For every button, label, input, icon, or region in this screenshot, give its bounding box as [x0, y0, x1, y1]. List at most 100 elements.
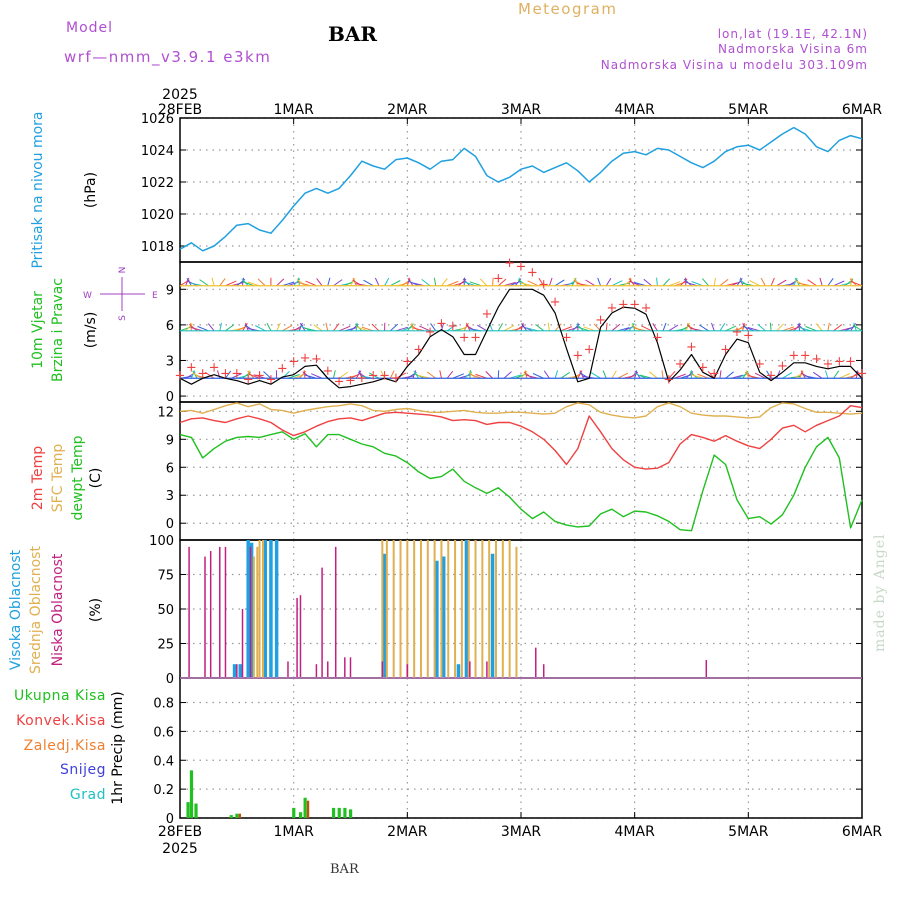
wind-gust-marker: +	[720, 343, 731, 358]
wind-barb	[744, 371, 755, 379]
wind-barb	[611, 280, 623, 287]
wind-barb	[263, 371, 272, 379]
wind-barb	[776, 279, 787, 287]
total-rain-bar	[349, 809, 353, 818]
wind-gust-marker: +	[754, 357, 765, 372]
wind-barb	[611, 370, 617, 379]
y-tick-label: 1022	[141, 176, 174, 191]
wind-barb	[766, 370, 772, 379]
wind-gust-marker: +	[459, 331, 470, 346]
wind-barb	[332, 370, 336, 379]
wind-barb	[770, 277, 775, 286]
wind-barb	[805, 326, 817, 332]
wind-barb	[497, 278, 507, 287]
wind-gust-marker: +	[402, 354, 413, 369]
wind-gust-marker: +	[766, 369, 777, 384]
convective-rain-bar	[238, 813, 242, 818]
location-coordinates: lon,lat (19.1E, 42.1N)	[717, 27, 868, 41]
y-tick-label: 50	[157, 603, 174, 618]
wind-barb	[211, 277, 215, 286]
wind-barb	[852, 324, 863, 332]
model-name: wrf—nmm_v3.9.1 e3km	[64, 48, 272, 66]
precip-legend-entry: Zaledj.Kisa	[24, 738, 106, 754]
wind-barb	[469, 373, 482, 379]
wind-gust-marker: +	[834, 354, 845, 369]
wind-barb	[463, 322, 469, 332]
wind-gust-marker: +	[550, 295, 561, 310]
wind-barb	[225, 324, 235, 332]
wind-barb	[412, 370, 417, 379]
pressure-axis-unit: (hPa)	[83, 172, 99, 208]
wind-barb	[371, 323, 380, 332]
wind-barb	[503, 325, 515, 332]
wind-gust-marker: +	[572, 349, 583, 364]
wind-barb	[583, 326, 596, 332]
wind-gust-marker: +	[606, 301, 617, 316]
wind-barb	[547, 322, 550, 331]
wind-barb	[350, 277, 356, 286]
wind-barb	[452, 373, 464, 379]
precip-legend-entry: Grad	[70, 787, 106, 803]
wind-gust-marker: +	[311, 352, 322, 367]
wind-gust-marker: +	[356, 371, 367, 386]
wind-gust-marker: +	[277, 362, 288, 377]
wind-barb	[554, 279, 565, 287]
total-rain-bar	[298, 812, 303, 818]
y-tick-label: 3	[166, 489, 174, 504]
wind-barb	[590, 372, 601, 379]
wind-barb	[355, 370, 362, 379]
wind-barb	[469, 281, 482, 287]
precip-legend-entry: Snijeg	[60, 762, 106, 778]
wind-barb	[605, 322, 608, 331]
total-rain-bar	[235, 813, 239, 818]
wind-barb	[230, 373, 243, 379]
wind-barb	[697, 373, 709, 379]
wind-barb	[745, 370, 749, 379]
wind-gust-marker: +	[447, 319, 458, 334]
wind-barb	[361, 326, 374, 332]
wind-barb	[812, 371, 823, 379]
y-tick-label: 6	[166, 319, 174, 334]
wind-gust-marker: +	[322, 364, 333, 379]
x-tick-label-top: 4MAR	[615, 102, 656, 118]
wind-barb	[807, 279, 817, 287]
wind-speed-line	[179, 288, 863, 389]
wind-gust-marker: +	[788, 349, 799, 364]
wind-barb	[573, 279, 584, 287]
wind-barb	[702, 278, 709, 287]
wind-barb	[479, 278, 488, 287]
x-tick-label-top: 2MAR	[387, 102, 428, 118]
wind-gust-marker: +	[800, 349, 811, 364]
precip-axis-unit: 1hr Precip (mm)	[110, 691, 126, 804]
wind-gust-marker: +	[595, 313, 606, 328]
wind-barb	[384, 277, 390, 286]
wind-barb	[389, 370, 395, 379]
wind-barb	[390, 280, 401, 287]
mid-cloud-axis-title: Srednja Oblacnost	[28, 546, 44, 674]
wind-gust-marker: +	[254, 369, 265, 384]
wind-barb	[749, 280, 760, 287]
wind-gust-marker: +	[345, 373, 356, 388]
model-elevation: Nadmorska Visina u modelu 303.109m	[600, 58, 868, 72]
pressure-line	[179, 126, 863, 252]
wind-barb	[782, 326, 794, 332]
wind-barb	[446, 324, 457, 332]
low-cloud-axis-title: Niska Oblacnost	[50, 553, 66, 666]
wind-barb	[668, 370, 676, 379]
x-tick-label-top: 1MAR	[274, 102, 315, 118]
wind-barb	[302, 371, 312, 379]
wind-barb	[520, 322, 524, 331]
wind-barb	[739, 277, 744, 286]
wind-barb	[247, 281, 260, 287]
y-tick-label: 9	[166, 283, 174, 298]
station-title: BAR	[328, 22, 378, 46]
wind-barb	[793, 277, 798, 286]
wind-barb	[769, 322, 772, 331]
wind-barb	[225, 370, 232, 379]
wind-barb	[824, 370, 829, 379]
wind-barb	[524, 370, 528, 379]
wind-barb	[338, 325, 351, 332]
wind-barb	[497, 322, 504, 332]
wind-gust-marker: +	[186, 360, 197, 375]
